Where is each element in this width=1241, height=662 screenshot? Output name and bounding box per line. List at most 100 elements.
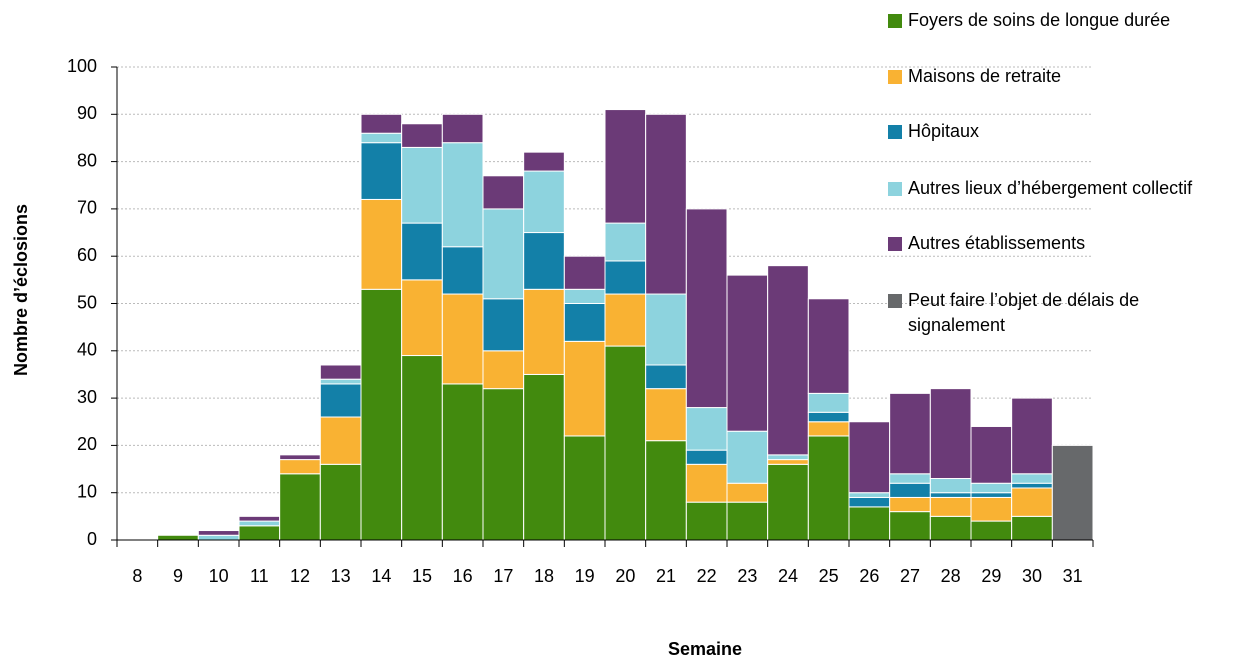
bar-segment [929,478,972,494]
x-tick-label: 20 [615,566,635,586]
bar-segment [238,520,281,527]
bar-segment [1011,397,1053,475]
bar-segment [319,463,362,541]
bar-segment [279,473,321,541]
bar-segment [645,440,687,541]
bar-segment [685,407,728,451]
bar-segment [401,355,443,541]
legend-swatch [888,70,902,84]
x-tick-label: 8 [132,566,142,586]
bar-segment [889,482,931,498]
x-tick-label: 9 [173,566,183,586]
bar-segment [645,364,687,390]
legend-item: Hôpitaux [886,119,1231,144]
bar-segment [1011,515,1053,541]
bar-segment [523,170,565,234]
x-tick-label: 30 [1022,566,1042,586]
bar-segment [604,222,647,262]
x-tick-label: 28 [941,566,961,586]
legend-swatch [888,125,902,139]
legend-swatch [888,294,902,308]
bar-segment [807,435,850,541]
y-tick-label: 60 [77,245,97,265]
bar-segment [360,132,403,144]
bar-segment [1011,482,1053,489]
legend-label: Maisons de retraite [908,66,1062,86]
bar-segment [726,501,769,541]
bar-segment [157,534,199,541]
legend-label: Peut faire l’objet de délais de signalem… [908,290,1140,335]
bar-segment [482,388,525,541]
bar-segment [970,482,1013,494]
bar-segment [360,142,403,200]
legend-swatch [888,14,902,28]
bar-segment [685,449,728,465]
bar-segment [482,350,525,390]
bar-segment [523,373,565,541]
bar-segment [319,383,362,418]
bar-segment [970,520,1013,541]
legend-label: Foyers de soins de longue durée [908,10,1171,30]
y-tick-label: 50 [77,292,97,312]
legend-label: Autres lieux d’hébergement collectif [908,178,1193,198]
bar-segment [889,511,931,541]
legend-item: Foyers de soins de longue durée [886,8,1231,33]
bar-segment [197,534,240,541]
bar-segment [767,265,809,456]
bar-segment [441,246,484,295]
bar-segment [441,113,484,144]
bar-segment [563,303,606,342]
x-tick-label: 29 [981,566,1001,586]
legend-swatch [888,182,902,196]
bar-segment [319,364,362,380]
bar-segment [848,506,891,541]
bar-segment [685,463,728,503]
bar-segment [319,416,362,465]
bar-segment [401,146,443,224]
bar-segment [482,175,525,210]
bar-segment [563,255,606,290]
legend-item: Autres établissements [886,231,1231,256]
legend-swatch [888,237,902,251]
bar-segment [929,496,972,517]
bar-segment [889,392,931,475]
x-tick-label: 26 [859,566,879,586]
bar-segment [767,463,809,541]
bar-segment [889,473,931,484]
x-tick-label: 24 [778,566,798,586]
bar-segment [726,274,769,432]
bar-segment [563,435,606,541]
bar-segment [604,109,647,224]
bar-segment [523,151,565,172]
bar-segment [645,113,687,295]
bar-segment [238,525,281,541]
bar-segment [401,279,443,357]
bar-segment [929,388,972,480]
bar-segment [360,288,403,541]
legend-label: Autres établissements [908,233,1086,253]
bar-segment [441,293,484,385]
legend-item: Maisons de retraite [886,64,1231,89]
bar-segment [401,222,443,281]
x-tick-label: 16 [453,566,473,586]
x-tick-label: 15 [412,566,432,586]
bar-segment [889,496,931,513]
bar-segment [848,492,891,498]
bar-segment [279,459,321,475]
bar-segment [523,232,565,290]
bar-segment [645,293,687,366]
bar-segment [645,388,687,442]
bar-segment [848,496,891,508]
y-tick-label: 30 [77,387,97,407]
y-axis-label: Nombre d’éclosions [11,204,31,376]
bar-segment [1011,487,1053,517]
x-tick-label: 27 [900,566,920,586]
bar-segment [238,515,281,522]
y-tick-label: 90 [77,103,97,123]
bar-segment [523,288,565,375]
bar-segment [767,454,809,461]
y-tick-label: 40 [77,340,97,360]
x-tick-label: 12 [290,566,310,586]
